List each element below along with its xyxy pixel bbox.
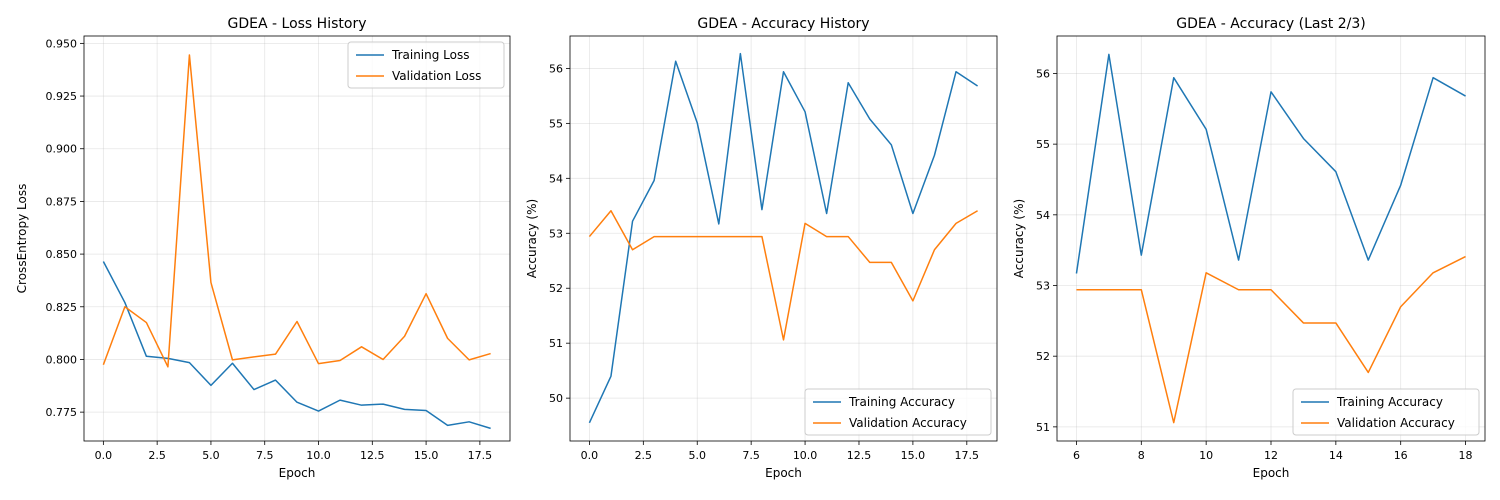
x-tick-label: 0.0 [95,449,113,462]
x-tick-label: 5.0 [688,449,706,462]
chart-panel-3: 6 8 10 12 14 16 18 51 52 53 54 55 56 GDEA - Accuracy … [1012,16,1486,480]
y-tick-label: 0.825 [46,301,78,314]
legend-label: Training Loss [391,48,469,62]
x-tick-label: 10.0 [793,449,818,462]
x-axis-label: Epoch [765,466,802,480]
x-tick-label: 8 [1138,449,1145,462]
x-tick-label: 17.5 [468,449,493,462]
legend-label: Validation Accuracy [849,416,967,430]
legend-label: Validation Loss [392,69,481,83]
chart-title: GDEA - Loss History [228,16,367,32]
x-tick-label: 12.5 [847,449,872,462]
y-tick-label: 52 [1036,350,1050,363]
x-tick-label: 2.5 [148,449,166,462]
x-axis-label: Epoch [1253,466,1290,480]
legend-label: Validation Accuracy [1337,416,1455,430]
y-tick-label: 0.900 [46,143,78,156]
series-line-validation-accuracy [588,210,978,341]
legend-box [347,41,505,89]
x-tick-label: 5.0 [202,449,220,462]
series-line-training-loss [102,261,491,430]
y-tick-label: 0.950 [46,37,78,50]
legend: Training Loss Validation Loss [347,41,505,89]
legend-box [804,388,992,436]
y-tick-label: 53 [1036,280,1050,293]
y-tick-label: 51 [549,337,563,350]
x-tick-label: 2.5 [635,449,653,462]
x-tick-label: 18 [1459,449,1473,462]
x-tick-label: 10 [1199,449,1213,462]
chart-title: GDEA - Accuracy History [697,16,869,32]
x-axis-label: Epoch [279,466,316,480]
y-tick-label: 0.850 [46,248,78,261]
legend-label: Training Accuracy [1336,395,1443,409]
x-tick-label: 15.0 [414,449,439,462]
x-tick-label: 10.0 [306,449,331,462]
y-tick-label: 52 [549,282,563,295]
y-tick-label: 54 [549,172,563,185]
x-tick-label: 12 [1264,449,1278,462]
chart-title: GDEA - Accuracy (Last 2/3) [1176,16,1365,32]
legend-box [1292,388,1480,436]
x-tick-label: 6 [1073,449,1080,462]
y-tick-label: 56 [549,62,563,75]
legend: Training Accuracy Validation Accuracy [1292,388,1480,436]
legend-label: Training Accuracy [848,395,955,409]
y-axis-label: Accuracy (%) [525,199,539,278]
y-axis-label: CrossEntropy Loss [15,184,29,294]
x-tick-label: 15.0 [901,449,926,462]
x-tick-label: 12.5 [360,449,385,462]
y-tick-label: 51 [1036,421,1050,434]
x-tick-label: 16 [1394,449,1408,462]
x-tick-label: 7.5 [256,449,274,462]
y-tick-label: 56 [1036,67,1050,80]
y-axis-label: Accuracy (%) [1012,199,1026,278]
y-tick-label: 53 [549,227,563,240]
y-tick-label: 54 [1036,209,1050,222]
plot-frame [83,35,511,442]
x-tick-label: 0.0 [581,449,599,462]
y-tick-label: 55 [549,117,563,130]
y-tick-label: 0.925 [46,90,78,103]
x-tick-label: 17.5 [955,449,980,462]
series-line-validation-loss [102,54,491,368]
x-tick-label: 7.5 [742,449,760,462]
y-tick-label: 50 [549,392,563,405]
plot-frame [569,35,998,442]
y-tick-label: 0.775 [46,406,78,419]
y-tick-label: 55 [1036,138,1050,151]
y-tick-label: 0.875 [46,195,78,208]
legend: Training Accuracy Validation Accuracy [804,388,992,436]
y-tick-label: 0.800 [46,353,78,366]
chart-panel-1: 0.0 2.5 5.0 7.5 10.0 12.5 15.0 17.5 0.775 0.800 0.… [15,16,511,480]
x-tick-label: 14 [1329,449,1343,462]
chart-panel-2: 0.0 2.5 5.0 7.5 10.0 12.5 15.0 17.5 50 51 52 53 54 55… [525,16,998,480]
series-line-training-accuracy [588,52,979,424]
